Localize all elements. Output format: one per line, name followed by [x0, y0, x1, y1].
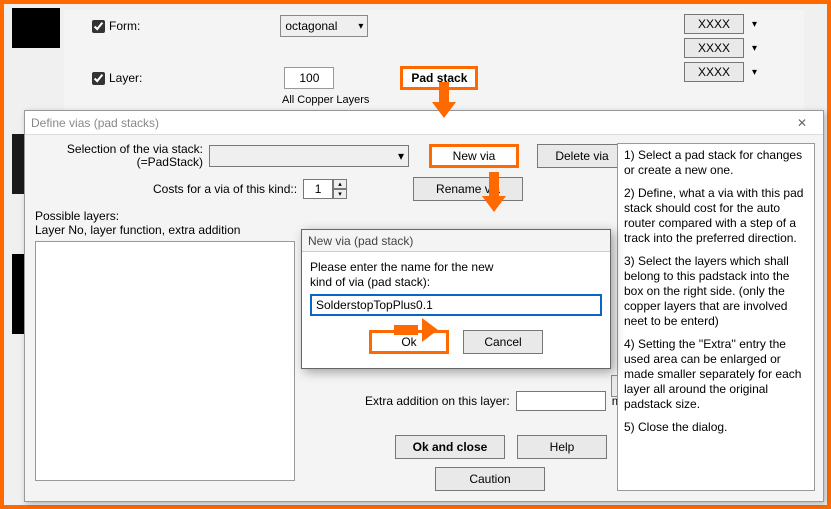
instructions-panel: 1) Select a pad stack for changes or cre… [617, 143, 815, 491]
form-label: Form: [109, 19, 140, 33]
xxxx-label: XXXX [698, 17, 730, 31]
via-stack-select[interactable]: ▾ [209, 145, 409, 167]
layers-listbox[interactable] [35, 241, 295, 481]
close-icon[interactable]: ✕ [787, 113, 817, 133]
layer-number-field[interactable]: 100 [284, 67, 334, 89]
dialog-titlebar[interactable]: Define vias (pad stacks) ✕ [25, 111, 823, 135]
instruction-step: 5) Close the dialog. [624, 420, 808, 435]
instruction-step: 4) Setting the ''Extra'' entry the used … [624, 337, 808, 412]
xxxx-label: XXXX [698, 41, 730, 55]
cancel-label: Cancel [484, 335, 521, 349]
layer-label: Layer: [109, 71, 142, 85]
caution-button[interactable]: Caution [435, 467, 545, 491]
instruction-step: 2) Define, what a via with this pad stac… [624, 186, 808, 246]
spinner-up-icon[interactable]: ▴ [333, 179, 347, 189]
costs-input[interactable] [303, 179, 333, 199]
dialog-bottom-buttons: Ok and close Help [395, 435, 607, 459]
help-button[interactable]: Help [517, 435, 607, 459]
delete-via-label: Delete via [555, 149, 608, 163]
annotation-arrow-icon [432, 82, 456, 118]
form-combo[interactable]: octagonal ▾ [280, 15, 368, 37]
layer-value: 100 [299, 71, 319, 85]
chevron-down-icon: ▾ [398, 149, 404, 163]
xxxx-label: XXXX [698, 65, 730, 79]
chevron-down-icon: ▾ [752, 43, 757, 54]
selection-label-1: Selection of the via stack: [67, 142, 203, 156]
modal-prompt-1: Please enter the name for the new [310, 260, 493, 274]
chevron-down-icon: ▾ [752, 67, 757, 78]
costs-spinner[interactable]: ▴ ▾ [303, 179, 347, 199]
define-vias-dialog: Define vias (pad stacks) ✕ Selection of … [24, 110, 824, 502]
instruction-step: 3) Select the layers which shall belong … [624, 254, 808, 329]
help-label: Help [550, 440, 575, 454]
xxxx-button[interactable]: XXXX▾ [684, 62, 744, 82]
screenshot-frame: 2 Form: octagonal ▾ XXXX▾ XXXX▾ XXXX▾ La… [0, 0, 831, 509]
annotation-arrow-icon [482, 172, 506, 212]
modal-prompt-2: kind of via (pad stack): [310, 275, 430, 289]
caution-label: Caution [469, 472, 510, 486]
ok-close-label: Ok and close [413, 440, 488, 454]
bg-stripe [12, 8, 60, 48]
annotation-arrow-icon [394, 318, 438, 342]
spinner-down-icon[interactable]: ▾ [333, 189, 347, 199]
via-name-input[interactable] [310, 294, 602, 316]
modal-body: Please enter the name for the new kind o… [302, 252, 610, 362]
layer-checkbox[interactable] [92, 72, 105, 85]
modal-title[interactable]: New via (pad stack) [302, 230, 610, 252]
form-checkbox[interactable] [92, 20, 105, 33]
chevron-down-icon: ▾ [358, 21, 363, 32]
selection-label-2: (=PadStack) [137, 155, 203, 169]
selection-label: Selection of the via stack: (=PadStack) [33, 143, 203, 169]
xxxx-button[interactable]: XXXX▾ [684, 38, 744, 58]
modal-buttons: Ok Cancel [310, 330, 602, 354]
modal-prompt: Please enter the name for the new kind o… [310, 260, 602, 290]
dialog-title: Define vias (pad stacks) [31, 116, 159, 130]
costs-label: Costs for a via of this kind:: [153, 182, 297, 196]
extra-label: Extra addition on this layer: [365, 394, 510, 408]
form-combo-value: octagonal [285, 19, 337, 33]
new-via-button[interactable]: New via [429, 144, 519, 168]
layers-label-1: Possible layers: [35, 209, 295, 223]
new-via-label: New via [453, 149, 496, 163]
rename-via-button[interactable]: Rename via [413, 177, 523, 201]
new-via-modal: New via (pad stack) Please enter the nam… [301, 229, 611, 369]
extra-addition-input[interactable] [516, 391, 606, 411]
cancel-button[interactable]: Cancel [463, 330, 543, 354]
layers-label-2: Layer No, layer function, extra addition [35, 223, 295, 237]
instruction-step: 1) Select a pad stack for changes or cre… [624, 148, 808, 178]
xxxx-button[interactable]: XXXX▾ [684, 14, 744, 34]
chevron-down-icon: ▾ [752, 19, 757, 30]
extra-addition-row: Extra addition on this layer: mm [365, 391, 632, 411]
delete-via-button[interactable]: Delete via [537, 144, 627, 168]
ok-and-close-button[interactable]: Ok and close [395, 435, 505, 459]
layers-group: Possible layers: Layer No, layer functio… [35, 209, 295, 481]
